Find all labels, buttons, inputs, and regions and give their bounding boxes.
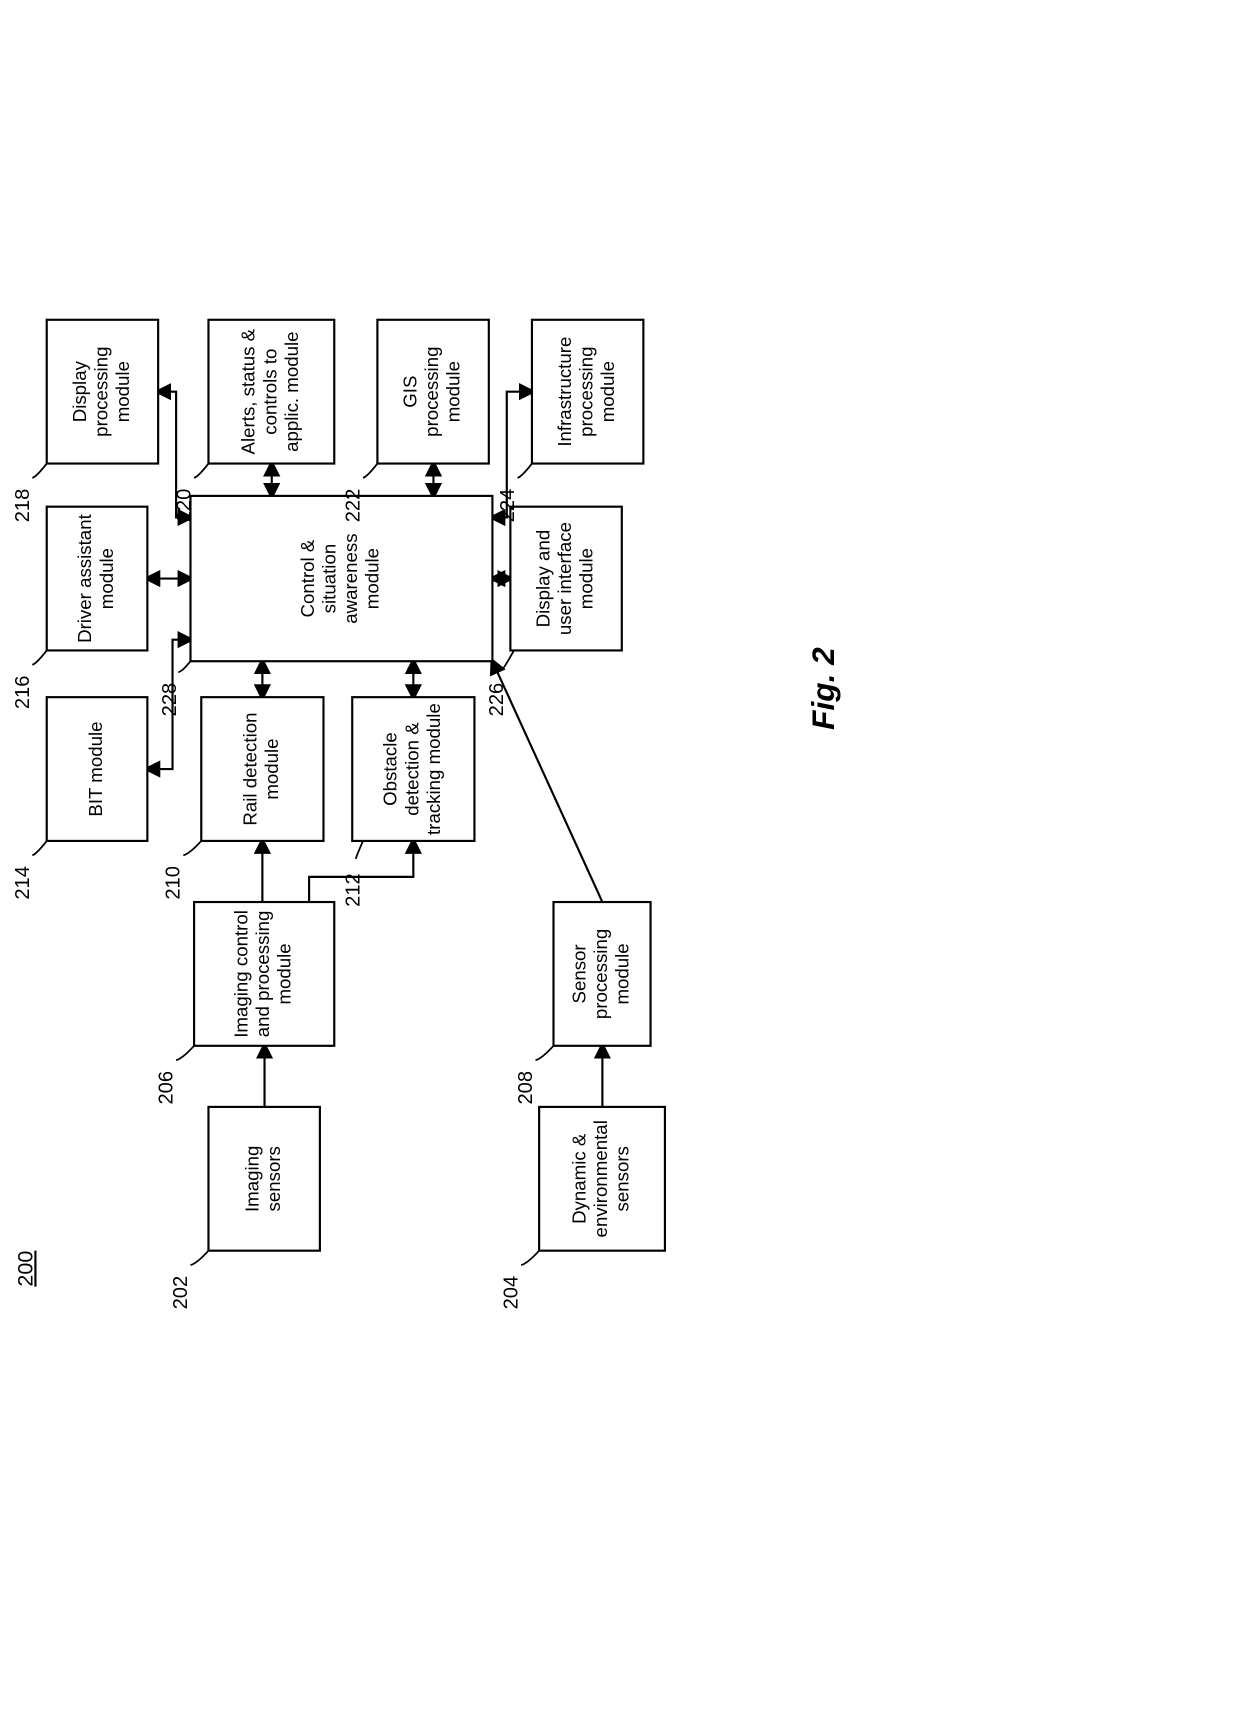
ref-218: 218	[12, 464, 47, 523]
block-216-label: Driver assistant	[74, 513, 95, 642]
ref-206: 206	[156, 1046, 195, 1105]
ref-222-label: 222	[342, 489, 364, 523]
ref-214-label: 214	[12, 866, 34, 900]
block-216-label: module	[96, 548, 117, 609]
block-226: Display anduser interfacemodule	[510, 507, 621, 651]
block-214: BIT module	[47, 697, 148, 841]
block-212-label: detection &	[401, 722, 422, 816]
block-218: Displayprocessingmodule	[47, 320, 158, 464]
block-204: Dynamic &environmentalsensors	[539, 1107, 665, 1251]
block-226-label: module	[576, 548, 597, 609]
ref-202: 202	[170, 1251, 209, 1310]
block-214-label: BIT module	[85, 721, 106, 816]
block-224: Infrastructureprocessingmodule	[532, 320, 643, 464]
block-206-label: and processing	[252, 911, 273, 1038]
block-224-label: module	[597, 361, 618, 422]
block-224-label: Infrastructure	[554, 337, 575, 447]
block-204-label: sensors	[612, 1146, 633, 1211]
block-208: Sensorprocessingmodule	[554, 902, 651, 1046]
block-204-label: Dynamic &	[568, 1133, 589, 1224]
block-210-label: Rail detection	[240, 712, 261, 825]
diagram-ref-label: 200	[12, 1251, 37, 1287]
ref-218-label: 218	[12, 489, 34, 523]
block-212-label: tracking module	[423, 703, 444, 835]
block-212-label: Obstacle	[380, 732, 401, 806]
block-218-label: processing	[90, 347, 111, 437]
block-224-label: processing	[576, 347, 597, 437]
ref-208-label: 208	[515, 1071, 537, 1105]
block-218-label: Display	[69, 360, 90, 422]
block-222-label: processing	[421, 347, 442, 437]
ref-220-label: 220	[173, 489, 195, 523]
block-220-label: applic. module	[281, 331, 302, 451]
block-208-label: processing	[590, 929, 611, 1019]
block-212: Obstacledetection &tracking module	[352, 697, 474, 841]
block-206-label: module	[274, 943, 295, 1004]
ref-216-label: 216	[12, 676, 34, 710]
block-202-label: sensors	[263, 1146, 284, 1211]
ref-210-label: 210	[163, 866, 185, 900]
block-220-label: Alerts, status &	[238, 328, 259, 454]
edge-b208-b228	[492, 661, 602, 902]
figure-caption: Fig. 2	[805, 647, 841, 730]
block-226-label: user interface	[554, 522, 575, 635]
ref-208: 208	[515, 1046, 554, 1105]
ref-206-label: 206	[156, 1071, 178, 1105]
block-228: Control &situationawarenessmodule	[190, 496, 492, 661]
block-228-label: Control &	[297, 539, 318, 617]
ref-212-label: 212	[342, 873, 364, 907]
block-222: GISprocessingmodule	[377, 320, 488, 464]
ref-212: 212	[342, 841, 364, 907]
block-206-label: Imaging control	[231, 910, 252, 1038]
ref-224-label: 224	[497, 489, 519, 523]
ref-216: 216	[12, 650, 47, 709]
block-202: Imagingsensors	[208, 1107, 319, 1251]
ref-204: 204	[501, 1251, 540, 1310]
block-208-label: module	[612, 943, 633, 1004]
block-222-label: module	[443, 361, 464, 422]
block-220: Alerts, status &controls toapplic. modul…	[208, 320, 334, 464]
block-216: Driver assistantmodule	[47, 507, 148, 651]
block-220-label: controls to	[259, 349, 280, 435]
ref-228-label: 228	[159, 683, 181, 717]
block-204-label: environmental	[590, 1120, 611, 1237]
block-228-label: module	[362, 548, 383, 609]
ref-226-label: 226	[486, 683, 508, 717]
block-210-label: module	[261, 738, 282, 799]
ref-204-label: 204	[501, 1276, 523, 1310]
block-208-label: Sensor	[568, 944, 589, 1003]
ref-228: 228	[159, 661, 190, 716]
block-diagram: ImagingsensorsImaging controland process…	[0, 0, 1240, 1725]
block-202-label: Imaging	[241, 1146, 262, 1212]
block-218-label: module	[112, 361, 133, 422]
block-210: Rail detectionmodule	[201, 697, 323, 841]
block-206: Imaging controland processingmodule	[194, 902, 334, 1046]
ref-214: 214	[12, 841, 47, 900]
block-222-label: GIS	[399, 376, 420, 408]
block-228-label: situation	[319, 544, 340, 614]
block-226-label: Display and	[532, 530, 553, 628]
ref-202-label: 202	[170, 1276, 192, 1310]
block-228-label: awareness	[340, 533, 361, 623]
ref-210: 210	[163, 841, 202, 900]
